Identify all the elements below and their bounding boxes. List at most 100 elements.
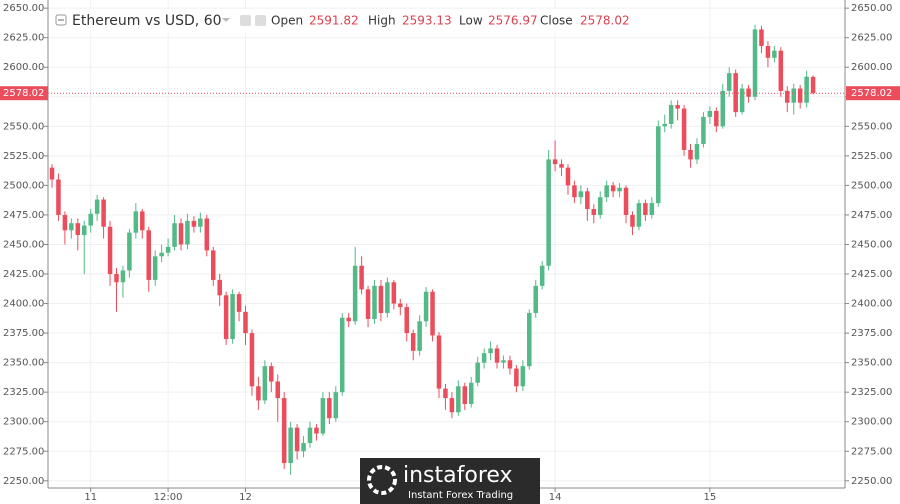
candle-body xyxy=(630,214,635,227)
candle-body xyxy=(533,285,538,314)
y-tick-label: 2525.00 xyxy=(851,151,892,162)
candle-body xyxy=(185,220,190,245)
candle-body xyxy=(217,279,222,296)
y-tick-label: 2600.00 xyxy=(851,62,892,73)
candle-body xyxy=(462,386,468,404)
dropdown-icon[interactable] xyxy=(222,18,230,22)
y-tick-label: 2600.00 xyxy=(3,62,44,73)
candle-body xyxy=(249,333,255,387)
candle-body xyxy=(694,144,700,160)
candle-body xyxy=(688,149,693,160)
y-tick-label: 2500.00 xyxy=(3,180,44,191)
y-tick-label: 2475.00 xyxy=(3,210,44,221)
candle-body xyxy=(417,321,422,351)
candle-body xyxy=(81,225,87,236)
y-tick-label: 2375.00 xyxy=(3,328,44,339)
candle-body xyxy=(552,159,558,165)
y-tick-label: 2350.00 xyxy=(3,358,44,369)
y-tick-label: 2375.00 xyxy=(851,328,892,339)
candle-body xyxy=(559,164,564,168)
y-tick-label: 2400.00 xyxy=(851,299,892,310)
candle-body xyxy=(256,386,261,401)
candle-body xyxy=(501,360,506,363)
y-tick-label: 2325.00 xyxy=(3,387,44,398)
candle-body xyxy=(210,250,216,280)
candle-body xyxy=(546,159,551,266)
candle-body xyxy=(159,252,164,257)
candle-body xyxy=(385,282,390,314)
candle-body xyxy=(701,116,706,145)
watermark: instaforex Instant Forex Trading xyxy=(360,458,540,504)
candle-body xyxy=(475,362,480,383)
candle-body xyxy=(152,256,158,280)
candle-body xyxy=(378,285,384,314)
header-box xyxy=(52,9,632,33)
candle-body xyxy=(327,398,332,419)
last-price-label: 2578.02 xyxy=(851,88,892,99)
candle-body xyxy=(585,191,590,210)
high-value: 2593.13 xyxy=(402,14,452,28)
candle-body xyxy=(281,398,287,464)
candle-body xyxy=(75,223,81,236)
candle-body xyxy=(94,199,100,214)
candle-body xyxy=(752,29,758,97)
candle-body xyxy=(514,368,519,387)
y-tick-label: 2275.00 xyxy=(851,446,892,457)
candle-body xyxy=(172,223,177,247)
candle-body xyxy=(430,291,435,336)
candle-body xyxy=(468,382,474,404)
last-price-label: 2578.02 xyxy=(3,88,44,99)
candle-body xyxy=(140,211,145,231)
x-tick-label: 12:00 xyxy=(154,492,183,503)
candle-body xyxy=(262,366,268,401)
candle-body xyxy=(127,232,132,271)
candle-body xyxy=(359,265,364,290)
symbol-title: Ethereum vs USD, 60 xyxy=(72,13,222,29)
candle-body xyxy=(675,105,680,109)
open-label: Open xyxy=(271,14,303,28)
candle-body xyxy=(114,274,119,283)
y-tick-label: 2350.00 xyxy=(851,358,892,369)
y-tick-label: 2625.00 xyxy=(851,33,892,44)
settings-icon[interactable] xyxy=(255,15,266,26)
y-tick-label: 2650.00 xyxy=(3,3,44,14)
y-tick-label: 2325.00 xyxy=(851,387,892,398)
y-tick-label: 2300.00 xyxy=(851,417,892,428)
axis-labels: 2250.00 2250.00 2275.00 2275.00 2300.00 2300.… xyxy=(0,3,900,503)
last-price-tag xyxy=(0,86,48,101)
candle-body xyxy=(107,226,113,275)
candle-body xyxy=(597,197,603,215)
legend-header: Ethereum vs USD, 60 Open 2591.82 High 25… xyxy=(52,9,632,33)
candle-body xyxy=(398,303,403,308)
y-tick-label: 2625.00 xyxy=(3,33,44,44)
watermark-tagline: Instant Forex Trading xyxy=(408,490,513,501)
y-tick-label: 2525.00 xyxy=(3,151,44,162)
y-tick-label: 2425.00 xyxy=(3,269,44,280)
y-tick-label: 2450.00 xyxy=(3,239,44,250)
candle-body xyxy=(146,230,152,280)
low-label: Low xyxy=(459,14,483,28)
last-price-tag xyxy=(846,86,900,101)
y-tick-label: 2550.00 xyxy=(3,121,44,132)
visibility-icon[interactable] xyxy=(240,15,251,26)
grid xyxy=(48,0,845,488)
candle-body xyxy=(69,223,74,231)
candle-body xyxy=(294,427,300,452)
candle-body xyxy=(481,353,487,363)
y-tick-label: 2550.00 xyxy=(851,121,892,132)
candle-body xyxy=(810,76,816,94)
candle-body xyxy=(204,218,210,251)
candle-body xyxy=(707,110,713,117)
candle-body xyxy=(759,29,764,46)
y-tick-label: 2500.00 xyxy=(851,180,892,191)
y-tick-label: 2250.00 xyxy=(3,476,44,487)
candle-body xyxy=(714,110,719,127)
candle-body xyxy=(404,307,409,334)
candle-body xyxy=(649,203,655,215)
candle-body xyxy=(623,187,629,215)
candle-body xyxy=(488,348,493,354)
candle-body xyxy=(797,88,803,103)
candle-body xyxy=(120,270,126,283)
x-tick-label: 11 xyxy=(84,492,97,503)
